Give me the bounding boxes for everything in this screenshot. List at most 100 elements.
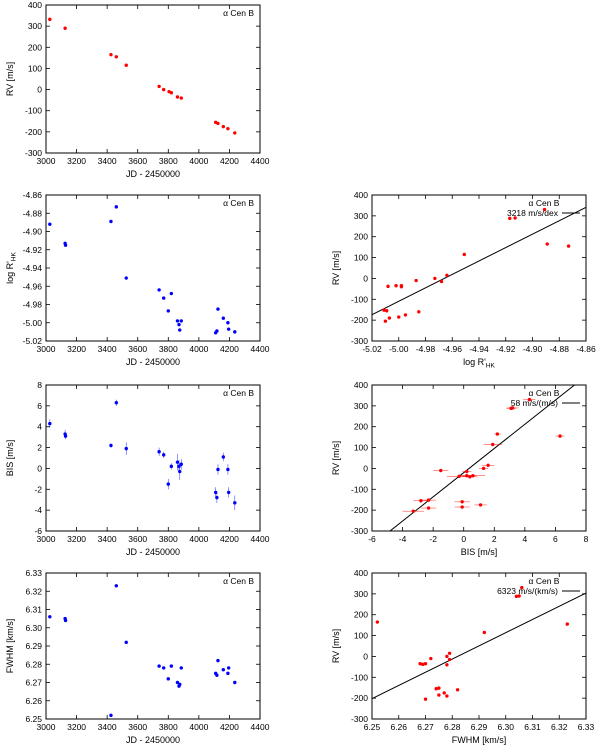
x-tick-label: 3800 (159, 534, 178, 544)
data-point (226, 490, 231, 495)
data-point (434, 687, 438, 691)
x-tick-label: 4000 (189, 156, 208, 166)
y-axis-label: RV [m/s] (5, 62, 15, 96)
data-point (429, 656, 433, 661)
x-axis-label: FWHM [km/s] (452, 735, 507, 745)
data-point (447, 657, 452, 662)
plot-frame (45, 572, 261, 720)
data-point (445, 273, 449, 277)
y-tick-label: 6.28 (25, 659, 42, 669)
data-point (178, 682, 182, 687)
data-point (177, 322, 181, 327)
y-axis-label: RV [m/s] (331, 251, 341, 285)
x-tick-label: 8 (584, 534, 589, 544)
data-point (166, 677, 170, 681)
data-point (445, 654, 449, 659)
data-point (175, 319, 180, 323)
y-tick-label: 6.33 (25, 568, 42, 578)
data-point (175, 460, 180, 464)
plot-frame (45, 4, 261, 154)
data-point (460, 500, 464, 504)
data-point (221, 124, 226, 129)
x-tick-label: 6.25 (364, 722, 381, 732)
x-tick-label: 6.31 (524, 722, 541, 732)
x-axis-label: JD - 2450000 (126, 357, 180, 367)
x-tick-label: 0 (461, 534, 466, 544)
data-point (169, 464, 174, 469)
data-point (520, 585, 524, 590)
data-point (386, 284, 390, 289)
y-tick-label: 100 (354, 631, 368, 641)
data-point (513, 216, 517, 220)
data-point (162, 87, 166, 92)
data-point (442, 691, 446, 695)
y-tick-label: -100 (351, 672, 368, 682)
x-tick-label: 3000 (37, 722, 56, 732)
data-point (399, 285, 404, 289)
chart-title: α Cen B (223, 576, 254, 586)
data-point (394, 284, 398, 288)
y-tick-label: 400 (354, 568, 368, 578)
data-layer (48, 17, 237, 135)
data-point (233, 501, 237, 505)
x-tick-label: -4.96 (443, 344, 463, 354)
y-tick-label: 6.25 (25, 714, 42, 724)
data-point (495, 432, 500, 436)
y-tick-label: -4.88 (23, 208, 43, 218)
y-tick-label: -300 (351, 714, 368, 724)
data-point (403, 313, 408, 317)
data-point (414, 278, 418, 283)
y-tick-label: -5.02 (23, 336, 43, 346)
data-point (162, 453, 166, 457)
x-tick-label: 6.32 (551, 722, 568, 732)
data-point (162, 296, 166, 300)
data-point (109, 713, 113, 718)
y-tick-label: -200 (351, 315, 368, 325)
data-point (439, 468, 443, 473)
data-point (179, 462, 183, 466)
data-point (157, 84, 161, 89)
x-tick-label: 4400 (251, 534, 270, 544)
y-tick-label: 0 (363, 273, 368, 283)
y-tick-label: 300 (354, 211, 368, 221)
data-point (114, 584, 119, 588)
data-point (215, 673, 219, 677)
y-tick-label: -5.00 (23, 318, 43, 328)
data-point (213, 490, 218, 495)
chart-rv-time: 3000 3200 3400 3600 3800 4000 4200 4400-300-200… (5, 0, 270, 179)
y-tick-label: 200 (354, 610, 368, 620)
data-point (423, 697, 428, 701)
x-tick-label: 3600 (128, 534, 147, 544)
data-point (48, 421, 52, 426)
data-point (445, 694, 449, 698)
y-tick-label: -300 (25, 148, 42, 158)
plot-frame (371, 384, 587, 532)
chart-rv-bis: -6 -4 -2 0 2 4 6 8 -300 -200 -100 0 100 200 300 400 BIS … (331, 380, 589, 557)
data-point (63, 26, 67, 30)
data-point (109, 443, 113, 448)
data-point (558, 434, 562, 438)
data-point (162, 666, 166, 670)
x-tick-label: 3400 (98, 156, 117, 166)
x-tick-label: 3600 (128, 722, 147, 732)
y-tick-label: 300 (354, 589, 368, 599)
y-tick-label: -100 (25, 106, 42, 116)
data-layer (372, 206, 586, 323)
data-point (114, 55, 119, 59)
x-tick-label: -4.94 (469, 344, 489, 354)
y-axis-label-subscript: HK (11, 251, 18, 261)
fit-line (372, 592, 586, 700)
y-tick-label: 400 (28, 0, 42, 10)
data-point (418, 662, 422, 666)
data-point (426, 506, 431, 510)
x-tick-label: 3800 (159, 156, 178, 166)
data-point (166, 309, 170, 313)
data-point (221, 668, 226, 672)
y-tick-label: 6.31 (25, 605, 42, 615)
x-tick-label: 3000 (37, 534, 56, 544)
chart-logrhk-time: 3000 3200 3400 3600 3800 4000 4200 4400 -5.02 -5.… (5, 190, 270, 367)
data-layer (48, 399, 237, 511)
data-point (437, 686, 441, 690)
data-point (63, 434, 68, 438)
data-point (109, 219, 113, 224)
